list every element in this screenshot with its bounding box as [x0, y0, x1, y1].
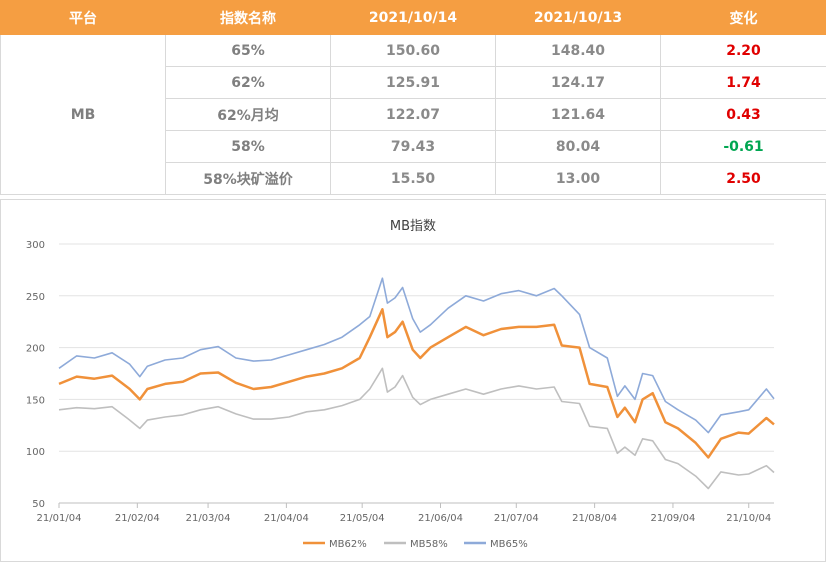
value-cell-2: 148.40	[495, 34, 661, 67]
price-table: 平台 指数名称 2021/10/14 2021/10/13 变化 MB 65% …	[0, 0, 826, 195]
table-row: 58%块矿溢价 15.50 13.00 2.50	[1, 162, 826, 195]
y-tick-label: 250	[26, 292, 45, 303]
value-cell-1: 125.91	[330, 66, 496, 99]
x-tick-label: 21/10/04	[726, 513, 771, 524]
x-tick-label: 21/07/04	[494, 513, 539, 524]
change-cell: 2.20	[660, 34, 826, 67]
index-name-cell: 62%	[165, 66, 331, 99]
y-tick-label: 150	[26, 395, 45, 406]
table-row: 58% 79.43 80.04 -0.61	[1, 130, 826, 163]
table-row: MB 65% 150.60 148.40 2.20	[0, 34, 826, 195]
chart-panel: MB指数 50 100 150 200 250 300 21/01/04 21/02/04 2…	[0, 199, 826, 562]
index-name-cell: 62%月均	[165, 98, 331, 131]
index-name-cell: 58%块矿溢价	[165, 162, 331, 195]
x-tick-label: 21/01/04	[37, 513, 82, 524]
x-tick-label: 21/05/04	[340, 513, 385, 524]
table-row: 62%月均 122.07 121.64 0.43	[1, 98, 826, 131]
value-cell-2: 124.17	[495, 66, 661, 99]
y-tick-label: 300	[26, 240, 45, 251]
platform-cell: MB	[0, 34, 166, 195]
change-cell: 1.74	[660, 66, 826, 99]
change-cell: -0.61	[660, 130, 826, 163]
legend-label: MB62%	[329, 539, 367, 550]
y-tick-label: 200	[26, 344, 45, 355]
legend-label: MB65%	[490, 539, 528, 550]
value-cell-1: 15.50	[330, 162, 496, 195]
table-header-row: 平台 指数名称 2021/10/14 2021/10/13 变化	[0, 0, 826, 35]
change-cell: 0.43	[660, 98, 826, 131]
index-name-cell: 58%	[165, 130, 331, 163]
header-change: 变化	[660, 0, 826, 35]
header-platform: 平台	[0, 0, 166, 35]
value-cell-2: 121.64	[495, 98, 661, 131]
index-name-cell: 65%	[165, 34, 331, 67]
value-cell-1: 150.60	[330, 34, 496, 67]
value-cell-2: 80.04	[495, 130, 661, 163]
series-line-mb62pct	[58, 308, 775, 459]
change-cell: 2.50	[660, 162, 826, 195]
x-tick-label: 21/03/04	[186, 513, 231, 524]
table-row: 62% 125.91 124.17 1.74	[1, 66, 826, 99]
value-cell-1: 122.07	[330, 98, 496, 131]
value-cell-2: 13.00	[495, 162, 661, 195]
line-chart: MB指数 50 100 150 200 250 300 21/01/04 21/02/04 2…	[26, 219, 775, 550]
x-tick-label: 21/06/04	[418, 513, 463, 524]
x-tick-label: 21/04/04	[264, 513, 309, 524]
x-tick-label: 21/08/04	[572, 513, 617, 524]
y-tick-label: 100	[26, 447, 45, 458]
series-line-mb65pct	[58, 277, 775, 434]
header-date-1: 2021/10/14	[330, 0, 496, 35]
header-date-2: 2021/10/13	[495, 0, 661, 35]
chart-title: MB指数	[390, 219, 436, 234]
header-index-name: 指数名称	[165, 0, 331, 35]
series-line-mb58pct	[58, 367, 775, 490]
legend-label: MB58%	[410, 539, 448, 550]
value-cell-1: 79.43	[330, 130, 496, 163]
x-tick-label: 21/02/04	[115, 513, 160, 524]
y-tick-label: 50	[32, 499, 45, 510]
x-tick-label: 21/09/04	[650, 513, 695, 524]
